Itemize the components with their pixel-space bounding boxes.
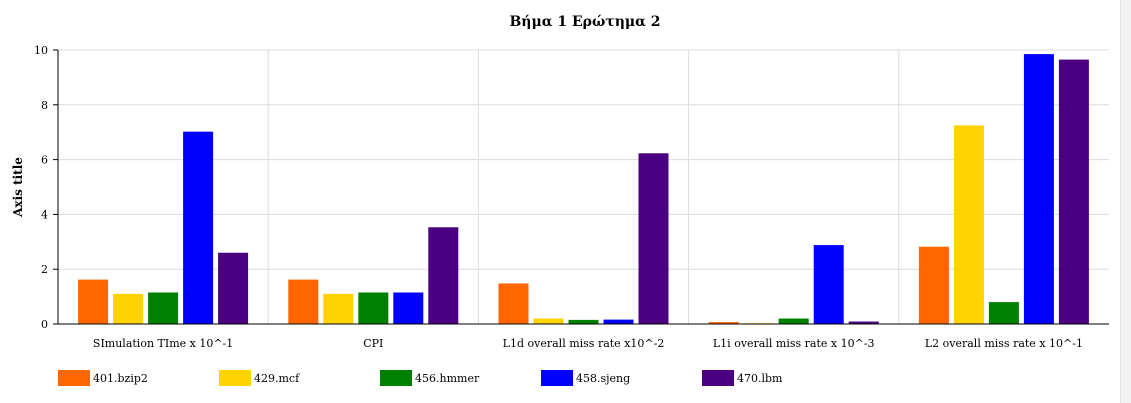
bar-456.hmmer-1 [358,292,389,324]
bar-429.mcf-0 [113,293,144,324]
y-tick-label-4: 8 [41,99,48,112]
bar-458.sjeng-4 [1023,54,1054,325]
bar-458.sjeng-1 [393,292,424,324]
bar-429.mcf-2 [533,318,564,324]
bar-401.bzip2-3 [708,322,739,324]
legend-label-470.lbm: 470.lbm [737,372,783,385]
y-tick-label-2: 4 [41,208,48,221]
bar-456.hmmer-4 [988,302,1019,324]
x-tick-labels: SImulation TIme x 10^-1 CPI L1d overall mi… [93,337,1083,350]
bar-401.bzip2-2 [498,283,529,324]
bar-429.mcf-1 [323,293,354,324]
bar-458.sjeng-0 [183,131,214,324]
bars [78,54,1089,325]
x-tick-label-4: L2 overall miss rate x 10^-1 [925,337,1083,350]
x-tick-label-3: L1i overall miss rate x 10^-3 [713,337,875,350]
bar-401.bzip2-0 [78,279,109,324]
legend-swatch-401.bzip2 [58,370,90,386]
legend-label-458.sjeng: 458.sjeng [576,372,630,385]
bar-458.sjeng-3 [813,245,844,324]
legend-label-429.mcf: 429.mcf [254,372,300,385]
bar-429.mcf-4 [953,125,984,324]
y-tick-labels: 0 2 4 6 8 10 [34,44,58,331]
y-tick-label-1: 2 [41,263,48,276]
legend-swatch-429.mcf [219,370,251,386]
bar-470.lbm-0 [218,252,249,324]
bar-456.hmmer-0 [148,292,179,324]
chart-title: Βήμα 1 Ερώτημα 2 [509,14,660,30]
legend-swatch-458.sjeng [541,370,573,386]
bar-401.bzip2-1 [288,279,319,324]
bar-470.lbm-2 [638,153,669,324]
x-tick-label-1: CPI [363,337,383,350]
bar-456.hmmer-2 [568,319,599,324]
bar-470.lbm-3 [848,321,879,324]
bar-470.lbm-4 [1058,59,1089,325]
bar-458.sjeng-2 [603,319,634,324]
y-tick-label-3: 6 [41,154,48,167]
legend-label-401.bzip2: 401.bzip2 [93,372,148,385]
x-tick-label-2: L1d overall miss rate x10^-2 [503,337,665,350]
legend-swatch-470.lbm [702,370,734,386]
grid-lines [58,49,1109,324]
y-tick-label-5: 10 [34,44,48,57]
bar-401.bzip2-4 [918,246,949,324]
bar-456.hmmer-3 [778,318,809,324]
axes [57,50,1109,325]
x-tick-label-0: SImulation TIme x 10^-1 [93,337,233,350]
bar-470.lbm-1 [428,227,459,324]
vertical-scrollbar[interactable] [1120,0,1131,403]
legend-label-456.hmmer: 456.hmmer [415,372,480,385]
legend-swatch-456.hmmer [380,370,412,386]
legend: 401.bzip2 429.mcf 456.hmmer 458.sjeng 470.lb… [58,370,783,386]
y-tick-label-0: 0 [41,318,48,331]
y-axis-title: Axis title [11,157,25,218]
